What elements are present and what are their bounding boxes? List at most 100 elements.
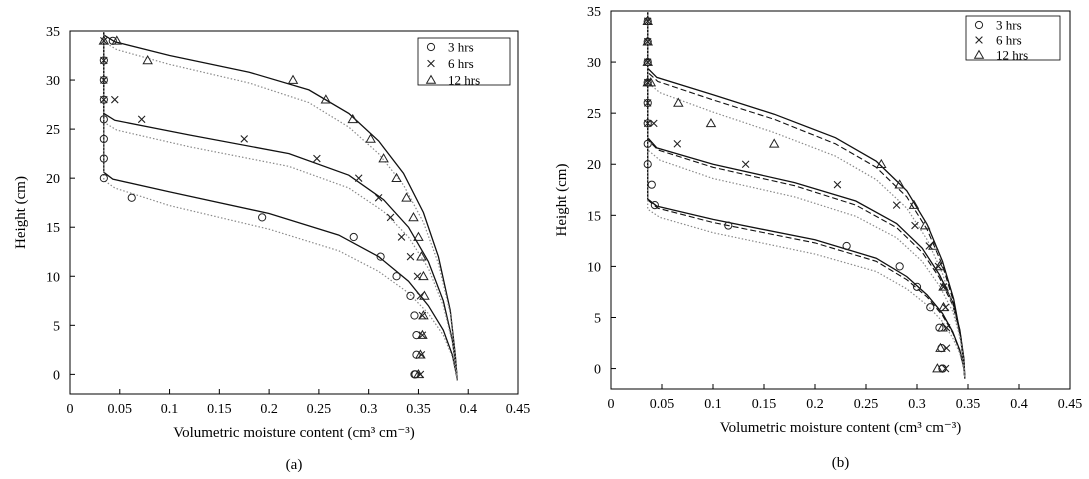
data-point-triangle — [894, 179, 905, 189]
data-point-triangle — [935, 342, 946, 352]
data-point-triangle — [645, 77, 657, 87]
x-tick-label: 0.1 — [704, 397, 722, 412]
x-tick-label: 0.25 — [854, 397, 879, 412]
data-point-circle — [926, 303, 935, 312]
legend-entry: 3 hrs — [448, 40, 474, 55]
data-point-triangle — [876, 158, 887, 169]
model-curve-dotted — [103, 31, 458, 381]
y-tick-label: 5 — [594, 311, 601, 326]
data-point-x — [892, 201, 901, 209]
legend-marker-triangle — [425, 74, 437, 84]
x-tick-label: 0.05 — [650, 397, 675, 412]
data-point-circle — [349, 232, 358, 242]
data-point-x — [111, 95, 119, 104]
data-point-circle — [127, 193, 136, 202]
y-tick-label: 35 — [46, 25, 60, 40]
model-curve-dotted — [647, 11, 966, 379]
legend-marker-circle — [974, 20, 984, 30]
data-point-triangle — [908, 199, 920, 209]
data-point-triangle — [938, 281, 949, 291]
y-tick-label: 0 — [594, 363, 601, 378]
model-curve-dotted — [103, 31, 458, 381]
data-point-triangle — [919, 220, 931, 230]
model-curve-solid — [103, 31, 458, 381]
data-point-circle — [647, 180, 656, 189]
data-point-triangle — [705, 117, 717, 128]
legend-marker-circle — [426, 42, 436, 52]
y-tick-label: 25 — [46, 123, 60, 138]
x-tick-label: 0.2 — [806, 397, 824, 412]
data-point-circle — [99, 95, 108, 104]
y-tick-label: 10 — [587, 260, 601, 275]
x-tick-label: 0.25 — [307, 402, 332, 417]
data-point-x — [643, 37, 652, 46]
y-tick-label: 10 — [46, 270, 60, 285]
data-point-triangle — [418, 270, 429, 281]
model-curve-dotted — [647, 11, 966, 379]
data-point-x — [100, 95, 108, 104]
data-point-x — [939, 283, 948, 291]
x-tick-label: 0.05 — [108, 402, 133, 417]
data-point-x — [100, 37, 108, 45]
model-curve-dotted — [103, 31, 458, 381]
panel-label-a: (a) — [286, 457, 303, 473]
data-point-circle — [99, 75, 108, 85]
model-curve-solid — [103, 31, 458, 381]
legend-marker-triangle — [973, 49, 985, 59]
x-tick-label: 0.4 — [1010, 397, 1028, 412]
data-point-x — [100, 56, 108, 65]
model-curve-solid — [647, 11, 966, 379]
x-tick-label: 0 — [608, 397, 615, 412]
data-point-triangle — [928, 240, 939, 250]
x-tick-label: 0 — [67, 402, 74, 417]
data-point-x — [942, 323, 951, 332]
y-tick-label: 20 — [587, 158, 601, 173]
data-point-triangle — [417, 329, 428, 339]
data-point-x — [406, 252, 415, 261]
data-point-circle — [410, 311, 419, 320]
y-tick-label: 15 — [46, 221, 60, 236]
data-layer — [642, 11, 966, 379]
data-point-triangle — [365, 133, 376, 143]
x-tick-label: 0.1 — [161, 402, 179, 417]
data-point-x — [833, 180, 842, 189]
panel-label-b: (b) — [832, 455, 850, 471]
data-point-x — [313, 154, 321, 163]
data-point-circle — [643, 139, 652, 148]
y-tick-label: 20 — [46, 172, 60, 187]
data-point-triangle — [416, 251, 427, 261]
data-point-x — [673, 140, 682, 148]
data-point-circle — [842, 241, 851, 251]
data-point-triangle — [320, 94, 332, 104]
data-point-circle — [643, 160, 652, 169]
data-point-x — [100, 76, 108, 84]
x-tick-label: 0.15 — [207, 402, 232, 417]
data-point-circle — [643, 119, 652, 128]
data-point-circle — [912, 282, 922, 291]
legend-entry: 3 hrs — [996, 18, 1022, 33]
model-curve-dashed — [647, 11, 966, 379]
data-point-triangle — [347, 113, 358, 124]
data-point-circle — [406, 291, 415, 300]
x-tick-label: 0.3 — [908, 397, 926, 412]
data-point-triangle — [642, 36, 653, 46]
data-point-triangle — [287, 74, 299, 84]
data-point-circle — [99, 154, 108, 163]
x-tick-label: 0.2 — [260, 402, 278, 417]
data-point-circle — [392, 272, 401, 281]
data-point-triangle — [937, 322, 948, 332]
model-curve-solid — [647, 11, 966, 379]
plot-frame — [610, 10, 1071, 390]
data-point-triangle — [932, 363, 943, 373]
data-point-circle — [376, 252, 385, 261]
y-tick-label: 0 — [53, 368, 60, 383]
data-point-circle — [99, 56, 108, 65]
data-point-triangle — [142, 55, 153, 65]
data-point-x — [397, 233, 406, 241]
data-point-triangle — [98, 35, 110, 45]
data-point-triangle — [111, 35, 123, 45]
